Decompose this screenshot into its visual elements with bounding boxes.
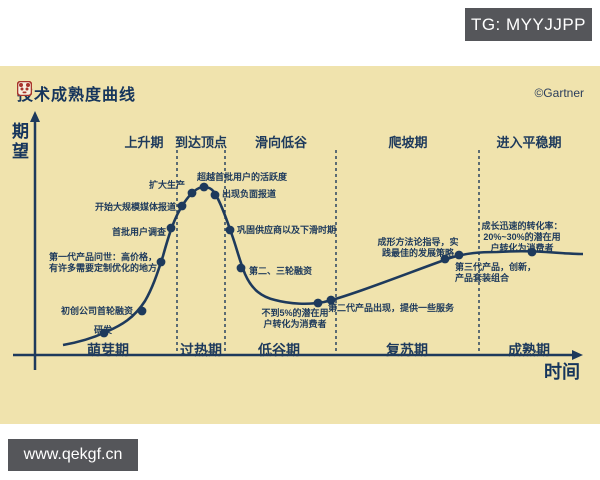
diagram-canvas <box>13 111 584 370</box>
milestone-dot <box>454 250 464 260</box>
curve-annotation: 扩大生产 <box>148 180 185 190</box>
curve-annotation: 出现负面报道 <box>222 189 277 199</box>
phase-label: 滑向低谷 <box>254 135 308 150</box>
phase-label: 上升期 <box>124 135 164 150</box>
chart-title: 技术成熟度曲线 <box>17 87 137 104</box>
milestone-dot <box>236 263 246 273</box>
milestone-dot <box>137 306 147 316</box>
phase-label: 进入平稳期 <box>496 135 562 150</box>
phase-label: 爬坡期 <box>388 135 428 150</box>
phase-label: 萌芽期 <box>87 342 129 358</box>
y-axis-label: 期望 <box>12 122 29 161</box>
phase-label: 低谷期 <box>258 342 300 358</box>
title-row: 技术成熟度曲线 <box>17 81 136 105</box>
phase-label: 复苏期 <box>386 342 428 358</box>
curve-annotation: 第二代产品出现，提供一些服务 <box>328 303 455 313</box>
hype-cycle-panel: 技术成熟度曲线 ©Gartner 期望 时间 上升期 到达顶点 滑向低谷 爬坡期 进入平… <box>0 66 600 424</box>
curve-annotation: 研发 <box>93 325 113 335</box>
gartner-credit: ©Gartner <box>534 86 584 100</box>
curve-annotation: 巩固供应商以及下滑时期 <box>237 225 337 235</box>
watermark-badge: www.qekgf.cn <box>8 439 138 471</box>
curve-annotation: 第二、三轮融资 <box>249 266 313 276</box>
y-axis-arrow-icon <box>30 111 40 122</box>
panda-icon <box>17 81 32 96</box>
curve-annotation: 成长迅速的转化率： 20%~30%的潜在用 户转化为消费者 <box>481 221 563 253</box>
milestone-dot <box>199 182 209 192</box>
phase-label: 到达顶点 <box>174 135 228 150</box>
milestone-dot <box>187 188 197 198</box>
curve-annotation: 成形方法论指导，实 践最佳的发展策略 <box>377 237 459 258</box>
milestone-dot <box>225 225 235 235</box>
milestone-dot <box>156 257 166 267</box>
tg-badge: TG: MYYJJPP <box>465 8 592 41</box>
milestone-dot <box>527 247 537 257</box>
axes <box>13 120 574 370</box>
milestone-dot <box>210 190 220 200</box>
curve-annotation: 开始大规模媒体报道 <box>94 202 176 212</box>
curve-annotation: 超越首批用户的活跃度 <box>197 172 288 182</box>
milestone-dot <box>99 328 109 338</box>
milestone-dot <box>326 295 336 305</box>
hype-cycle-diagram: 技术成熟度曲线 ©Gartner 期望 时间 上升期 到达顶点 滑向低谷 爬坡期 进入平… <box>0 66 600 424</box>
curve-annotation: 第三代产品，创新， 产品套装组合 <box>455 262 537 283</box>
phase-label: 成熟期 <box>508 342 550 358</box>
hype-curve <box>62 185 584 347</box>
x-axis-label: 时间 <box>544 362 580 382</box>
curve-annotation: 首批用户调查 <box>111 227 166 237</box>
milestone-dot <box>313 298 323 308</box>
curve-annotation: 不到5%的潜在用 户转化为消费者 <box>261 308 329 329</box>
phase-label: 过热期 <box>180 342 222 358</box>
curve-annotation: 初创公司首轮融资 <box>60 306 133 316</box>
milestone-dots <box>99 182 537 338</box>
milestone-dot <box>177 201 187 211</box>
milestone-dot <box>166 223 176 233</box>
milestone-dot <box>440 254 450 264</box>
curve-annotation: 第一代产品问世：高价格， 有许多需要定制优化的地方 <box>48 252 157 273</box>
x-axis-arrow-icon <box>572 350 583 360</box>
